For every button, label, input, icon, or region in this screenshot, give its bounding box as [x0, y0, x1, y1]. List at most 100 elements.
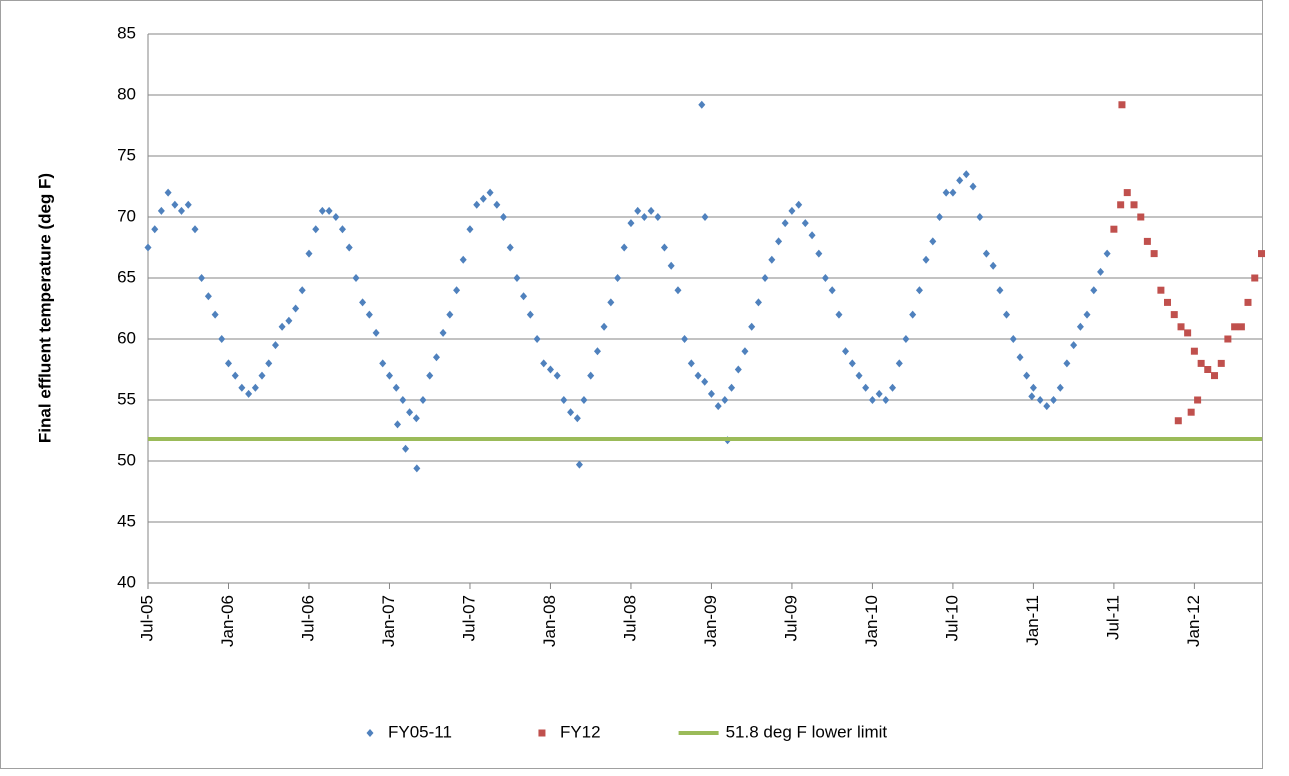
point [506, 243, 514, 252]
x-tick-label: Jan-10 [862, 595, 881, 647]
point [1070, 341, 1078, 350]
point [1016, 353, 1024, 362]
point [486, 188, 494, 197]
point [1036, 396, 1044, 404]
point [775, 237, 783, 246]
point [419, 396, 427, 404]
point [828, 286, 836, 295]
point [687, 359, 695, 368]
point [413, 464, 421, 473]
point [989, 261, 997, 270]
point [1003, 310, 1011, 319]
point [171, 200, 179, 209]
point [976, 213, 984, 221]
point [714, 402, 722, 411]
point [359, 298, 367, 307]
point [1143, 237, 1151, 245]
point [855, 371, 863, 380]
point [298, 286, 306, 295]
point [835, 310, 843, 319]
point [768, 255, 776, 264]
point [265, 359, 273, 368]
point [402, 444, 410, 453]
point [882, 396, 890, 404]
point [365, 310, 373, 319]
point [1009, 335, 1017, 343]
point [962, 170, 970, 179]
point [868, 396, 876, 404]
point [157, 206, 165, 215]
point [546, 365, 554, 374]
y-tick-label: 75 [117, 145, 136, 164]
point [1190, 347, 1198, 355]
point [698, 100, 706, 109]
point [949, 188, 957, 197]
point [634, 206, 642, 215]
point [325, 206, 333, 215]
point [795, 200, 803, 209]
point [781, 219, 789, 228]
y-tick-label: 45 [117, 511, 136, 530]
point [332, 213, 340, 221]
point [1029, 383, 1037, 392]
point [1076, 322, 1084, 331]
point [238, 383, 246, 392]
point [942, 188, 950, 197]
y-tick-label: 85 [117, 23, 136, 42]
legend-label: FY12 [560, 722, 601, 741]
point [1123, 189, 1131, 197]
point [728, 383, 736, 392]
point [285, 316, 293, 325]
point [184, 200, 192, 209]
point [1150, 250, 1158, 258]
point [459, 255, 467, 264]
point [567, 408, 575, 417]
point [607, 298, 615, 307]
point [432, 353, 440, 362]
point [848, 359, 856, 368]
point [211, 310, 219, 319]
point [1177, 323, 1185, 331]
point [1063, 359, 1071, 368]
y-tick-label: 80 [117, 84, 136, 103]
point [580, 396, 588, 404]
x-tick-label: Jan-09 [701, 595, 720, 647]
point [439, 328, 447, 337]
point [741, 347, 749, 356]
point [1231, 323, 1239, 331]
point [204, 292, 212, 301]
point [318, 206, 326, 215]
x-tick-label: Jan-06 [218, 595, 237, 647]
point [701, 213, 709, 221]
point [647, 206, 655, 215]
point [553, 371, 561, 380]
x-tick-label: Jan-08 [540, 595, 559, 647]
point [1184, 329, 1192, 337]
point [352, 274, 360, 282]
point [1023, 371, 1031, 380]
point [600, 322, 608, 331]
point [560, 396, 568, 404]
point [392, 383, 400, 392]
point [338, 225, 346, 234]
point [640, 213, 648, 221]
y-tick-label: 60 [117, 328, 136, 347]
point [258, 371, 266, 380]
point [1103, 249, 1111, 258]
point [479, 194, 487, 203]
point [1197, 359, 1205, 367]
point [251, 383, 259, 392]
point [654, 213, 662, 221]
point [936, 213, 944, 221]
point [1137, 213, 1145, 221]
point [748, 322, 756, 331]
point [761, 274, 769, 282]
point [801, 219, 809, 228]
point [1170, 311, 1178, 319]
x-tick-label: Jul-08 [620, 595, 639, 641]
point [614, 274, 622, 282]
point [862, 383, 870, 392]
x-tick-label: Jul-05 [137, 595, 156, 641]
point [667, 261, 675, 270]
